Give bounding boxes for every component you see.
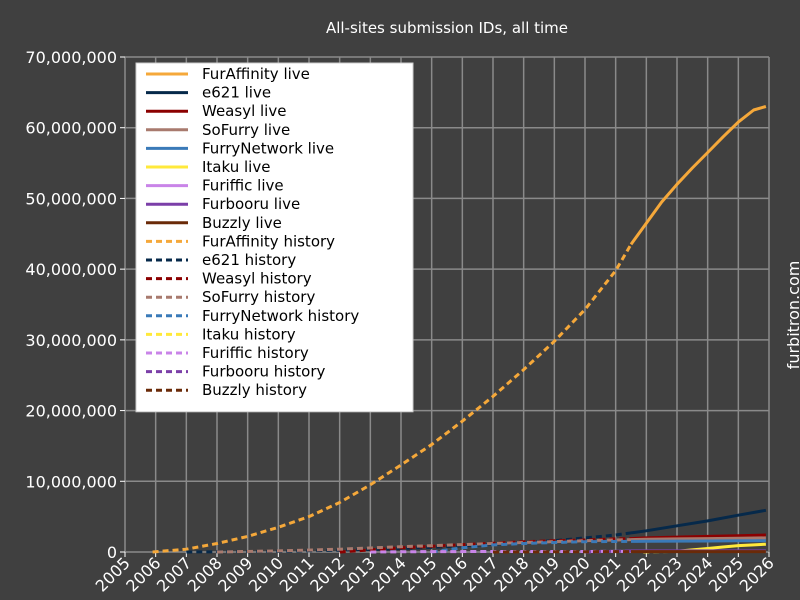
y-tick-label: 10,000,000: [25, 472, 117, 491]
legend-entry-label: SoFurry history: [202, 288, 315, 306]
y-tick-label: 60,000,000: [25, 119, 117, 138]
legend-entry-label: Buzzly live: [202, 214, 282, 232]
legend-entry-label: Itaku live: [202, 158, 270, 176]
series-line-4: [630, 539, 766, 543]
legend-entry-label: e621 live: [202, 84, 271, 102]
legend-entry-label: Furiffic live: [202, 177, 284, 195]
series-line-1: [630, 508, 767, 535]
legend-entry-label: FurAffinity history: [202, 232, 335, 250]
legend-entry-label: Furbooru history: [202, 363, 326, 381]
legend-entry-label: Itaku history: [202, 325, 296, 343]
series-line-12: [216, 538, 632, 554]
legend-entry-label: FurryNetwork live: [202, 139, 334, 157]
side-label: furbitron.com: [784, 261, 800, 370]
legend-entry-label: e621 history: [202, 251, 296, 269]
plot-series: [152, 105, 767, 554]
series-line-0: [629, 105, 767, 246]
series-line-15: [370, 549, 632, 554]
y-axis-ticks: 0 10,000,000 20,000,000 30,000,000 40,000,00…: [25, 48, 125, 562]
legend-entry-label: Furiffic history: [202, 344, 309, 362]
y-tick-label: 40,000,000: [25, 260, 117, 279]
chart-title: All-sites submission IDs, all time: [326, 19, 568, 37]
y-tick-label: 70,000,000: [25, 48, 117, 67]
series-line-3: [630, 536, 766, 542]
y-tick-label: 50,000,000: [25, 189, 117, 208]
legend-entry-label: FurAffinity live: [202, 65, 310, 83]
series-line-13: [431, 539, 632, 554]
legend-entry-label: Weasyl history: [202, 270, 312, 288]
legend-entry-label: Furbooru live: [202, 195, 300, 213]
y-tick-label: 20,000,000: [25, 402, 117, 421]
legend-entry-label: Weasyl live: [202, 102, 286, 120]
legend-entry-label: SoFurry live: [202, 121, 290, 139]
legend-entry-label: Buzzly history: [202, 381, 307, 399]
y-tick-label: 30,000,000: [25, 331, 117, 350]
legend-box: [135, 62, 414, 413]
y-tick-label: 0: [107, 543, 117, 562]
legend-entry-label: FurryNetwork history: [202, 307, 359, 325]
